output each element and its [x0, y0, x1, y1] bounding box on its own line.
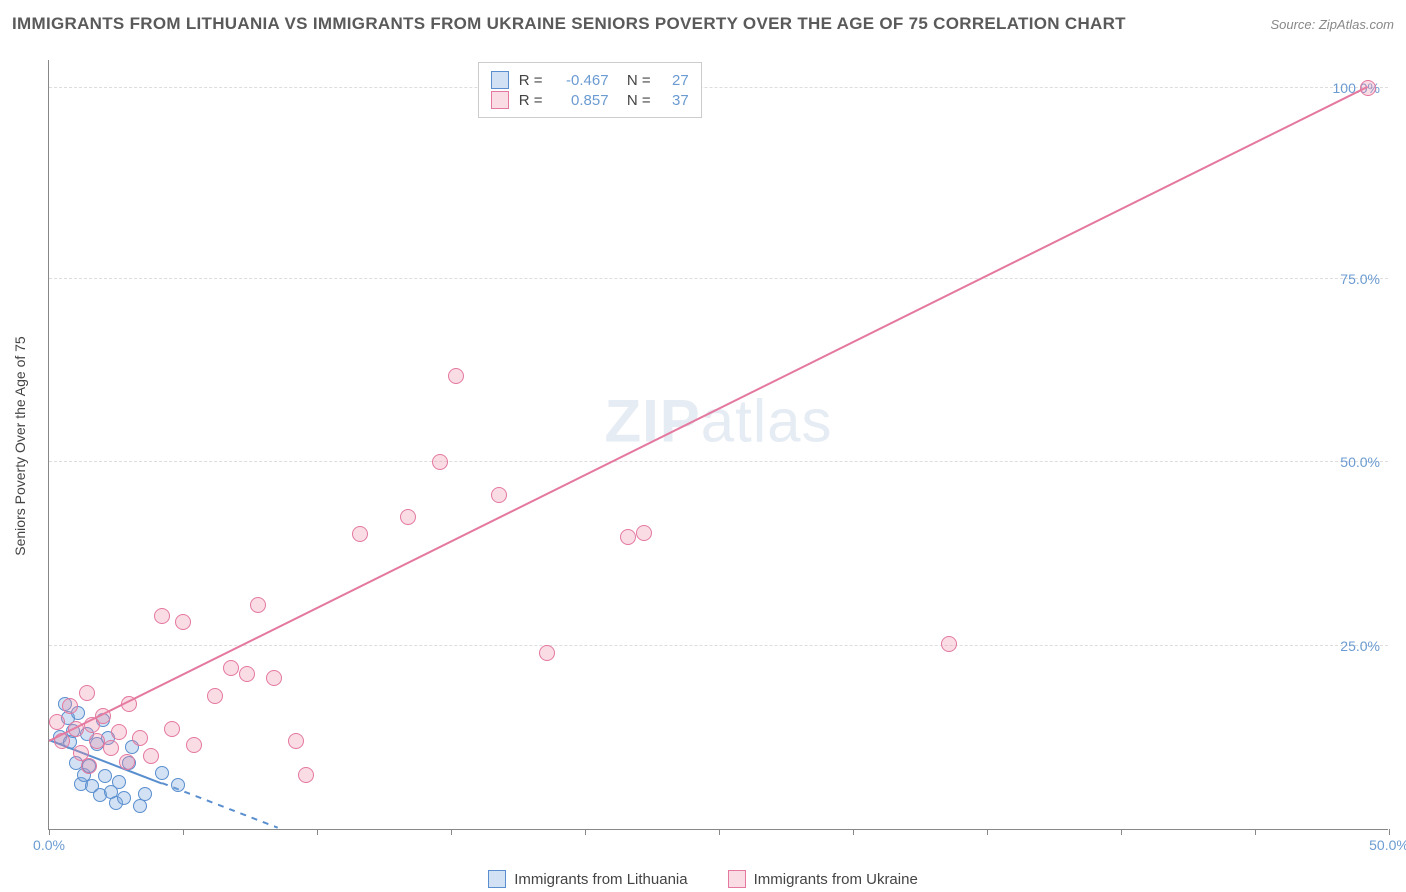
data-point [164, 721, 180, 737]
data-point [112, 775, 126, 789]
data-point [186, 737, 202, 753]
data-point [400, 509, 416, 525]
data-point [68, 721, 84, 737]
legend-stats-row: R = 0.857 N = 37 [491, 91, 689, 109]
x-tick [987, 829, 988, 835]
data-point [941, 636, 957, 652]
legend-stats: R = -0.467 N = 27 R = 0.857 N = 37 [478, 62, 702, 118]
data-point [111, 724, 127, 740]
data-point [539, 645, 555, 661]
data-point [620, 529, 636, 545]
data-point [155, 766, 169, 780]
x-tick [317, 829, 318, 835]
data-point [62, 698, 78, 714]
y-tick-label: 75.0% [1340, 271, 1380, 287]
bottom-legend: Immigrants from Lithuania Immigrants fro… [0, 870, 1406, 888]
x-tick [1121, 829, 1122, 835]
gridline [49, 87, 1388, 88]
data-point [636, 525, 652, 541]
y-tick-label: 50.0% [1340, 454, 1380, 470]
data-point [223, 660, 239, 676]
y-tick-label: 25.0% [1340, 638, 1380, 654]
x-tick [1389, 829, 1390, 835]
legend-n-value: 37 [661, 92, 689, 109]
data-point [207, 688, 223, 704]
data-point [95, 708, 111, 724]
watermark: ZIPatlas [604, 387, 832, 456]
data-point [117, 791, 131, 805]
x-tick [853, 829, 854, 835]
legend-item-lithuania: Immigrants from Lithuania [488, 870, 687, 888]
source-label: Source: ZipAtlas.com [1270, 17, 1394, 32]
swatch-ukraine [728, 870, 746, 888]
plot-area: ZIPatlas 25.0%50.0%75.0%100.0%0.0%50.0%R… [48, 60, 1388, 830]
legend-r-value: -0.467 [553, 72, 609, 89]
data-point [491, 487, 507, 503]
legend-r-label: R = [519, 92, 543, 109]
data-point [448, 368, 464, 384]
data-point [1360, 80, 1376, 96]
swatch-lithuania [488, 870, 506, 888]
gridline [49, 278, 1388, 279]
chart-title: IMMIGRANTS FROM LITHUANIA VS IMMIGRANTS … [12, 14, 1126, 34]
legend-stats-row: R = -0.467 N = 27 [491, 71, 689, 89]
data-point [121, 696, 137, 712]
gridline [49, 461, 1388, 462]
swatch-icon [491, 91, 509, 109]
data-point [143, 748, 159, 764]
data-point [266, 670, 282, 686]
data-point [250, 597, 266, 613]
legend-item-ukraine: Immigrants from Ukraine [728, 870, 918, 888]
data-point [171, 778, 185, 792]
x-tick [585, 829, 586, 835]
data-point [81, 758, 97, 774]
data-point [98, 769, 112, 783]
data-point [54, 733, 70, 749]
legend-n-value: 27 [661, 72, 689, 89]
legend-r-label: R = [519, 72, 543, 89]
swatch-icon [491, 71, 509, 89]
data-point [298, 767, 314, 783]
data-point [288, 733, 304, 749]
data-point [79, 685, 95, 701]
legend-r-value: 0.857 [553, 92, 609, 109]
data-point [239, 666, 255, 682]
x-tick-label: 50.0% [1369, 837, 1406, 853]
data-point [154, 608, 170, 624]
data-point [132, 730, 148, 746]
data-point [175, 614, 191, 630]
x-tick [49, 829, 50, 835]
data-point [432, 454, 448, 470]
legend-n-label: N = [619, 92, 651, 109]
legend-label-ukraine: Immigrants from Ukraine [754, 871, 918, 888]
x-tick [1255, 829, 1256, 835]
x-tick [183, 829, 184, 835]
data-point [49, 714, 65, 730]
legend-label-lithuania: Immigrants from Lithuania [514, 871, 687, 888]
data-point [103, 740, 119, 756]
x-tick-label: 0.0% [33, 837, 65, 853]
y-axis-label: Seniors Poverty Over the Age of 75 [12, 336, 28, 555]
data-point [119, 754, 135, 770]
legend-n-label: N = [619, 72, 651, 89]
data-point [352, 526, 368, 542]
data-point [138, 787, 152, 801]
gridline [49, 645, 1388, 646]
x-tick [451, 829, 452, 835]
x-tick [719, 829, 720, 835]
